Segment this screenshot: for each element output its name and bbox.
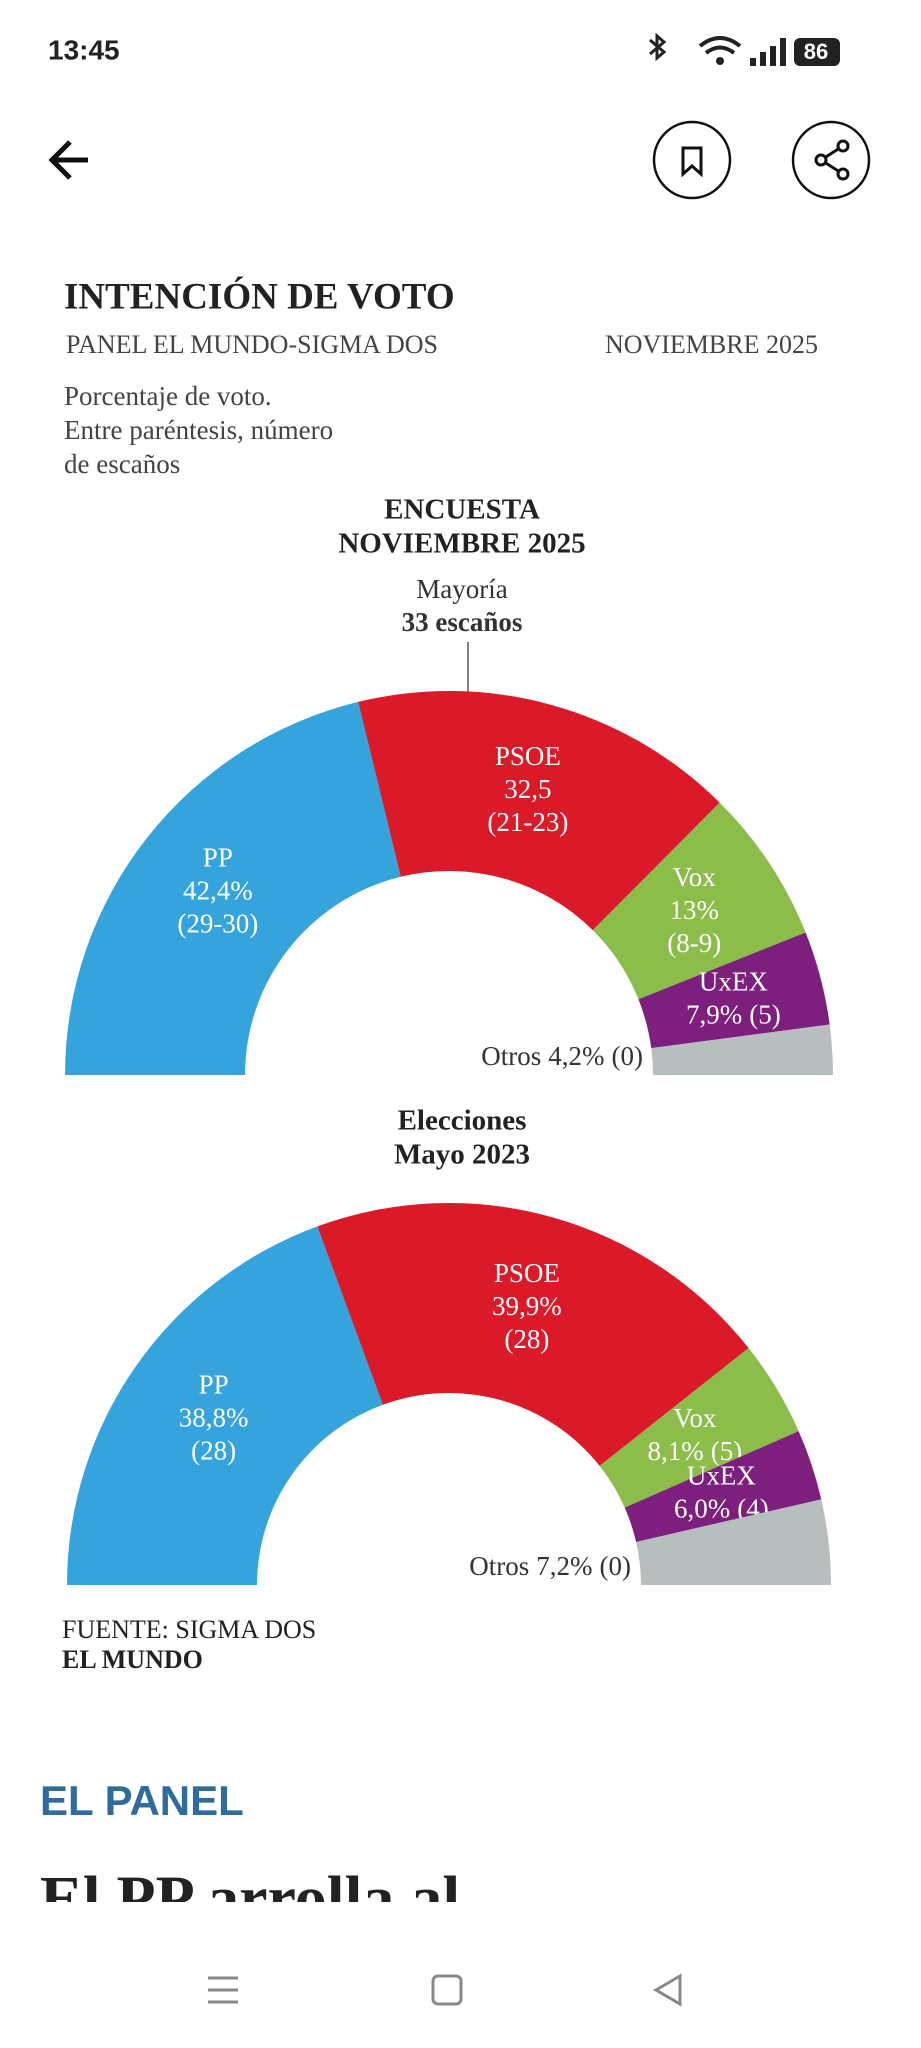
segment-label-part: Otros [469,1551,529,1581]
chart-title: Mayo 2023 [394,1139,530,1171]
chart-title: NOVIEMBRE 2025 [338,528,585,560]
segment-name: PP [203,843,233,873]
panel-label: PANEL EL MUNDO-SIGMA DOS [66,330,438,359]
segment-label: Otros 7,2% (0) [469,1551,631,1581]
segment-label-part: 4,2% [548,1041,604,1071]
nav-bar [208,1973,682,2007]
segment-name: Vox [673,1403,717,1433]
segment-value-part: 8,1% [648,1436,704,1466]
segment-value: 13% [669,895,719,925]
share-button[interactable] [791,120,871,200]
segment-value-part: 42,4% [183,876,253,906]
segment-value-part: 6,0% [674,1494,730,1524]
seat-segment [358,691,720,931]
segment-name: Vox [673,862,717,892]
segment-name: UxEX [699,967,768,997]
back-nav-button[interactable] [653,1973,682,2007]
segment-label: Otros 4,2% (0) [481,1041,643,1071]
brand: EL MUNDO [62,1645,203,1674]
seat-segment [599,1348,799,1508]
segment-seats: (8-9) [667,928,721,958]
segment-value-part: 13% [669,895,719,925]
segment-name-part: PSOE [495,741,561,771]
segment-value: 38,8% [179,1403,249,1433]
note-line: Porcentaje de voto. [64,381,272,411]
segment-seats-part: (28) [191,1436,236,1466]
seat-segment [65,701,401,1075]
segment-name-part: PP [203,843,233,873]
segment-seats-part: (8-9) [667,928,721,958]
chart-title: Elecciones [398,1105,527,1137]
seat-segment [638,932,830,1049]
date-label: NOVIEMBRE 2025 [605,330,818,359]
note-line: Entre paréntesis, número [64,415,333,445]
bookmark-button[interactable] [652,120,732,200]
kicker: EL PANEL [40,1777,244,1824]
majority-label: 33 escaños [402,607,523,637]
segment-seats-part: (29-30) [177,909,258,939]
majority-label: Mayoría [416,574,507,604]
segment-label-part: Otros [481,1041,541,1071]
menu-button[interactable] [208,1976,238,2004]
segment-name-part: PSOE [494,1258,560,1288]
segment-label-part: (0) [612,1041,643,1071]
segment-seats: (21-23) [487,807,568,837]
seat-segment [67,1226,383,1585]
segment-value-part: 7,9% [686,1000,742,1030]
graphic-title: INTENCIÓN DE VOTO [64,275,455,317]
battery-level: 86 [804,39,828,64]
back-button[interactable] [48,140,88,180]
segment-value: 32,5 [504,774,551,804]
seat-segment [624,1431,822,1542]
segment-value: 42,4% [183,876,253,906]
segment-name: UxEX [687,1461,756,1491]
segment-label-part: (0) [600,1551,631,1581]
status-icons [649,32,840,66]
segment-name-part: PP [199,1370,229,1400]
segment-name: PSOE [494,1258,560,1288]
seat-segment [317,1203,749,1466]
segment-name: PP [199,1370,229,1400]
segment-seats: (29-30) [177,909,258,939]
segment-value-part: 39,9% [492,1291,562,1321]
segment-name-part: UxEX [687,1461,756,1491]
segment-value-part: (5) [749,1000,780,1030]
segment-seats: (28) [191,1436,236,1466]
source: FUENTE: SIGMA DOS [62,1615,316,1644]
segment-seats-part: (28) [504,1324,549,1354]
segment-value: 7,9% (5) [686,1000,781,1030]
segment-name-part: UxEX [699,967,768,997]
status-time: 13:45 [48,34,120,65]
seat-segment [592,802,806,1000]
segment-label-part: 7,2% [536,1551,592,1581]
segment-seats-part: (21-23) [487,807,568,837]
home-button[interactable] [431,1974,463,2006]
segment-value-part: 38,8% [179,1403,249,1433]
segment-value-part: 32,5 [504,774,551,804]
segment-value: 39,9% [492,1291,562,1321]
seat-segment [636,1499,831,1585]
seat-segment [651,1024,833,1075]
note-line: de escaños [64,449,180,479]
segment-name: PSOE [495,741,561,771]
segment-seats: (28) [504,1324,549,1354]
chart-title: ENCUESTA [384,494,540,526]
headline: El PP arrolla al [40,1863,460,1934]
segment-name-part: Vox [673,1403,717,1433]
segment-name-part: Vox [673,862,717,892]
